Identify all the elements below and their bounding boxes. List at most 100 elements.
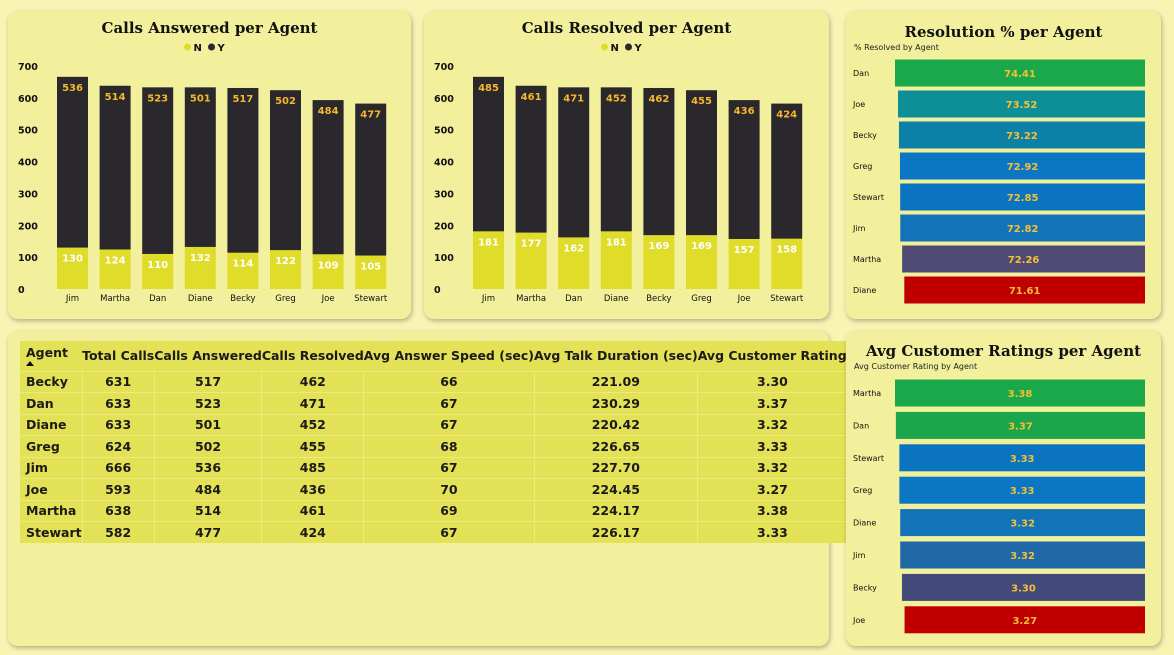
calls-answered-bar-n-becky[interactable] <box>227 252 259 289</box>
calls-resolved-x-tick-label-becky: Becky <box>646 294 671 304</box>
calls-resolved-bar-n-diane[interactable] <box>600 231 632 289</box>
calls-resolved-legend-dot-n[interactable] <box>601 43 608 51</box>
avg-ratings-bar-greg[interactable] <box>899 476 1145 504</box>
calls-resolved-bar-n-stewart[interactable] <box>771 238 803 289</box>
avg-ratings-bar-joe[interactable] <box>904 606 1145 634</box>
resolution-pct-bar-diane[interactable] <box>904 276 1145 304</box>
calls-answered-bar-n-dan[interactable] <box>142 253 174 289</box>
calls-answered-y-tick-label: 500 <box>18 126 38 137</box>
calls-answered-y-tick-label: 600 <box>18 94 38 105</box>
sort-ascending-icon[interactable] <box>26 361 34 367</box>
calls-resolved-card: Calls Resolved per Agent N Y 0 100 200 300 400… <box>424 11 829 319</box>
avg-ratings-data-label-stewart: 3.33 <box>1010 454 1035 465</box>
cell-calls-answered: 517 <box>153 371 262 393</box>
resolution-pct-bar-jim[interactable] <box>900 214 1145 242</box>
resolution-pct-bar-stewart[interactable] <box>900 183 1145 211</box>
cell-avg-talk-duration: 226.65 <box>533 435 698 457</box>
col-header-avg-customer-rating[interactable]: Avg Customer Rating <box>697 348 847 364</box>
calls-resolved-bar-y-becky[interactable] <box>643 87 675 236</box>
calls-answered-x-tick-label-martha: Martha <box>100 294 130 304</box>
col-header-agent[interactable]: Agent <box>20 341 82 371</box>
col-header-avg-answer-speed[interactable]: Avg Answer Speed (sec) <box>363 348 534 364</box>
calls-resolved-data-label-n-greg: 169 <box>691 241 712 252</box>
calls-resolved-bar-y-greg[interactable] <box>686 90 717 236</box>
calls-resolved-bar-n-jim[interactable] <box>473 231 504 289</box>
col-header-avg-talk-duration[interactable]: Avg Talk Duration (sec) <box>534 348 698 364</box>
cell-calls-resolved: 471 <box>261 392 364 414</box>
calls-resolved-bar-y-diane[interactable] <box>600 87 632 232</box>
calls-resolved-bar-y-martha[interactable] <box>515 85 547 233</box>
calls-resolved-bar-y-joe[interactable] <box>728 100 760 239</box>
resolution-pct-bar-joe[interactable] <box>897 90 1145 118</box>
calls-answered-bar-y-joe[interactable] <box>312 100 344 255</box>
calls-resolved-bar-y-dan[interactable] <box>558 87 590 238</box>
calls-answered-bar-n-joe[interactable] <box>312 254 344 289</box>
resolution-pct-data-label-joe: 73.52 <box>1006 100 1038 111</box>
calls-resolved-bar-n-martha[interactable] <box>515 232 547 289</box>
calls-resolved-bar-y-jim[interactable] <box>473 76 504 232</box>
calls-resolved-bar-n-greg[interactable] <box>686 235 717 289</box>
calls-resolved-legend-label-y[interactable]: Y <box>634 43 643 54</box>
calls-resolved-x-tick-label-joe: Joe <box>737 294 751 304</box>
calls-answered-bar-y-stewart[interactable] <box>355 103 387 256</box>
avg-ratings-bar-stewart[interactable] <box>899 444 1145 472</box>
calls-answered-legend-label-y[interactable]: Y <box>217 43 226 54</box>
calls-answered-bar-y-becky[interactable] <box>227 87 259 253</box>
calls-resolved-x-tick-label-jim: Jim <box>481 294 495 304</box>
avg-ratings-bar-diane[interactable] <box>900 509 1145 537</box>
calls-answered-data-label-n-greg: 122 <box>275 256 296 267</box>
calls-answered-data-label-n-becky: 114 <box>232 259 253 270</box>
table-row[interactable]: Martha 638 514 461 69 224.17 3.38 <box>20 500 847 522</box>
calls-answered-legend-label-n[interactable]: N <box>194 43 202 54</box>
avg-ratings-bar-becky[interactable] <box>901 573 1145 601</box>
calls-answered-legend-dot-n[interactable] <box>184 43 191 51</box>
cell-total-calls: 638 <box>81 500 155 522</box>
calls-answered-bar-n-diane[interactable] <box>184 246 216 289</box>
avg-ratings-subtitle: Avg Customer Rating by Agent <box>854 362 978 371</box>
resolution-pct-bar-dan[interactable] <box>895 59 1145 87</box>
cell-avg-answer-speed: 69 <box>363 500 534 522</box>
calls-answered-y-tick-label: 0 <box>18 285 25 296</box>
table-row[interactable]: Jim 666 536 485 67 227.70 3.32 <box>20 457 847 479</box>
cell-total-calls: 593 <box>81 478 155 500</box>
table-row[interactable]: Greg 624 502 455 68 226.65 3.33 <box>20 435 847 457</box>
calls-answered-bar-y-greg[interactable] <box>270 90 301 251</box>
col-header-calls-answered[interactable]: Calls Answered <box>154 348 262 364</box>
resolution-pct-bar-becky[interactable] <box>898 121 1145 149</box>
calls-resolved-data-label-y-martha: 461 <box>521 92 542 103</box>
calls-resolved-bar-y-stewart[interactable] <box>771 103 803 239</box>
cell-avg-talk-duration: 227.70 <box>533 457 698 479</box>
calls-answered-legend-dot-y[interactable] <box>208 43 215 51</box>
resolution-pct-bar-greg[interactable] <box>899 152 1145 180</box>
calls-answered-x-tick-label-diane: Diane <box>188 294 213 304</box>
table-row[interactable]: Dan 633 523 471 67 230.29 3.37 <box>20 392 847 414</box>
calls-answered-bar-n-martha[interactable] <box>99 249 131 289</box>
calls-resolved-data-label-n-stewart: 158 <box>776 245 797 256</box>
calls-answered-bar-n-stewart[interactable] <box>355 255 387 289</box>
calls-answered-card: Calls Answered per Agent N Y 0 100 200 300 400… <box>8 11 411 319</box>
calls-answered-bar-y-martha[interactable] <box>99 85 131 250</box>
calls-answered-bar-n-greg[interactable] <box>270 250 301 289</box>
avg-ratings-bar-dan[interactable] <box>895 411 1145 439</box>
calls-resolved-bar-n-becky[interactable] <box>643 235 675 289</box>
calls-answered-bar-y-dan[interactable] <box>142 87 174 254</box>
table-row[interactable]: Joe 593 484 436 70 224.45 3.27 <box>20 478 847 500</box>
cell-calls-answered: 514 <box>153 500 262 522</box>
calls-resolved-legend-label-n[interactable]: N <box>611 43 619 54</box>
resolution-pct-category-label-jim: Jim <box>852 224 866 233</box>
table-row[interactable]: Stewart 582 477 424 67 226.17 3.33 <box>20 521 847 543</box>
cell-avg-customer-rating: 3.38 <box>697 500 847 522</box>
calls-answered-bar-n-jim[interactable] <box>57 247 88 289</box>
avg-ratings-bar-jim[interactable] <box>900 541 1145 569</box>
calls-resolved-bar-n-dan[interactable] <box>558 237 590 289</box>
resolution-pct-bar-martha[interactable] <box>902 245 1145 273</box>
col-header-calls-resolved[interactable]: Calls Resolved <box>261 348 364 364</box>
calls-resolved-legend-dot-y[interactable] <box>625 43 632 51</box>
col-header-total-calls[interactable]: Total Calls <box>82 348 155 364</box>
table-row[interactable]: Becky 631 517 462 66 221.09 3.30 <box>20 371 847 393</box>
calls-resolved-bar-n-joe[interactable] <box>728 238 760 289</box>
avg-ratings-bar-martha[interactable] <box>895 379 1145 407</box>
table-row[interactable]: Diane 633 501 452 67 220.42 3.32 <box>20 414 847 436</box>
calls-answered-bar-y-diane[interactable] <box>184 87 216 247</box>
calls-answered-bar-y-jim[interactable] <box>57 76 88 248</box>
